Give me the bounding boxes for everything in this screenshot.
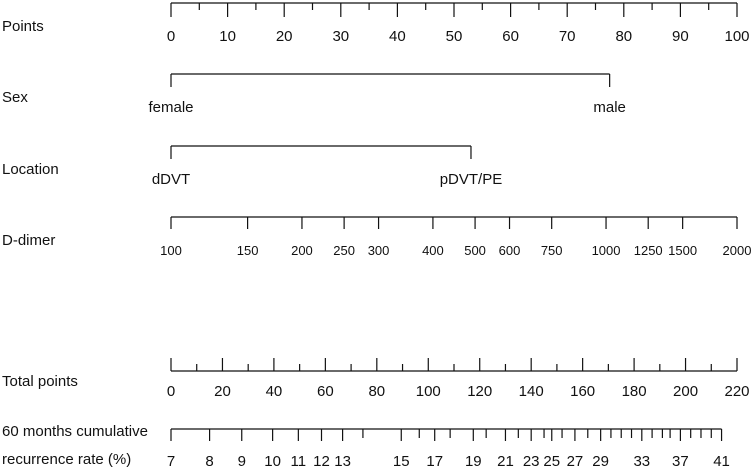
points-tick-label: 10 [219, 28, 236, 45]
points-tick-label: 50 [446, 28, 463, 45]
ddimer-row-label: D-dimer [2, 232, 55, 249]
location-row-label: Location [2, 161, 59, 178]
points-row-label: Points [2, 18, 44, 35]
ddimer-tick-label: 750 [541, 243, 563, 258]
points-tick-label: 100 [724, 28, 749, 45]
ddimer-tick-label: 1000 [592, 243, 621, 258]
recurrence-tick-label: 10 [264, 453, 281, 470]
points-tick-label: 40 [389, 28, 406, 45]
total-points-tick-label: 120 [467, 383, 492, 400]
sex-level-label: male [593, 99, 626, 116]
points-tick-label: 80 [615, 28, 632, 45]
points-tick-label: 70 [559, 28, 576, 45]
total-points-tick-label: 40 [266, 383, 283, 400]
ddimer-tick-label: 100 [160, 243, 182, 258]
points-tick-label: 20 [276, 28, 293, 45]
points-tick-label: 0 [167, 28, 175, 45]
total-points-row-label: Total points [2, 373, 78, 390]
recurrence-tick-label: 33 [633, 453, 650, 470]
ddimer-tick-label: 1250 [634, 243, 663, 258]
ddimer-tick-label: 300 [368, 243, 390, 258]
total-points-tick-label: 80 [368, 383, 385, 400]
ddimer-tick-label: 200 [291, 243, 313, 258]
recurrence-tick-label: 37 [672, 453, 689, 470]
sex-row-label: Sex [2, 89, 28, 106]
total-points-tick-label: 180 [622, 383, 647, 400]
total-points-tick-label: 0 [167, 383, 175, 400]
recurrence-tick-label: 15 [393, 453, 410, 470]
ddimer-tick-label: 150 [237, 243, 259, 258]
ddimer-tick-label: 500 [464, 243, 486, 258]
total-points-tick-label: 140 [519, 383, 544, 400]
ddimer-tick-label: 600 [499, 243, 521, 258]
recurrence-row-label-line1: 60 months cumulative [2, 423, 148, 440]
recurrence-tick-label: 21 [497, 453, 514, 470]
recurrence-tick-label: 8 [205, 453, 213, 470]
recurrence-tick-label: 7 [167, 453, 175, 470]
total-points-tick-label: 160 [570, 383, 595, 400]
recurrence-tick-label: 19 [465, 453, 482, 470]
ddimer-tick-label: 250 [333, 243, 355, 258]
sex-level-label: female [148, 99, 193, 116]
recurrence-tick-label: 27 [567, 453, 584, 470]
ddimer-tick-label: 1500 [668, 243, 697, 258]
recurrence-row-label-line2: recurrence rate (%) [2, 451, 131, 468]
recurrence-tick-label: 29 [592, 453, 609, 470]
total-points-tick-label: 100 [416, 383, 441, 400]
recurrence-tick-label: 25 [543, 453, 560, 470]
recurrence-tick-label: 12 [313, 453, 330, 470]
points-tick-label: 60 [502, 28, 519, 45]
recurrence-tick-label: 23 [523, 453, 540, 470]
location-level-label: pDVT/PE [440, 171, 503, 188]
location-level-label: dDVT [152, 171, 190, 188]
total-points-tick-label: 20 [214, 383, 231, 400]
recurrence-tick-label: 13 [334, 453, 351, 470]
ddimer-tick-label: 400 [422, 243, 444, 258]
recurrence-tick-label: 11 [291, 453, 307, 470]
total-points-tick-label: 200 [673, 383, 698, 400]
points-tick-label: 90 [672, 28, 689, 45]
recurrence-tick-label: 41 [713, 453, 730, 470]
ddimer-tick-label: 2000 [723, 243, 752, 258]
recurrence-tick-label: 9 [238, 453, 246, 470]
recurrence-tick-label: 17 [426, 453, 443, 470]
total-points-tick-label: 220 [724, 383, 749, 400]
total-points-tick-label: 60 [317, 383, 334, 400]
points-tick-label: 30 [332, 28, 349, 45]
